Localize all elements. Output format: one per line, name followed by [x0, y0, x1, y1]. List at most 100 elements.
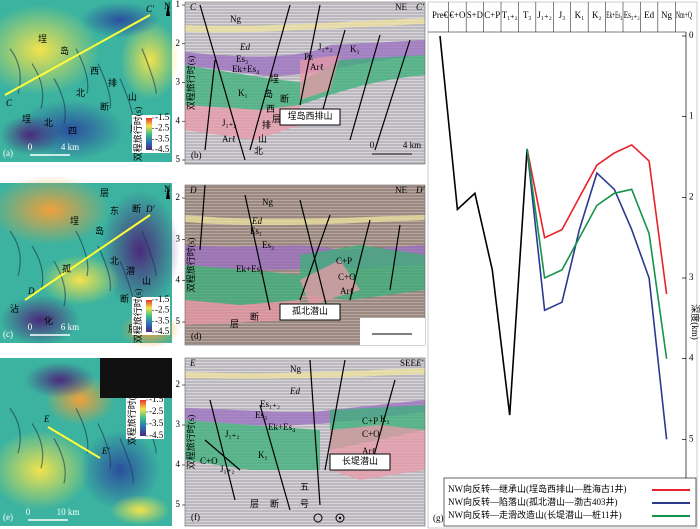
fault-trace: [75, 230, 89, 277]
y-tick-label: 4: [176, 115, 181, 125]
map-label: D': [145, 204, 155, 214]
map-relief: [80, 430, 160, 510]
y-tick-label: 5: [689, 433, 694, 443]
stratum-label: K₁: [350, 44, 360, 54]
x-tick-label: T₁₊₂: [502, 10, 518, 20]
panel-label: (b): [191, 150, 202, 160]
map-label: C': [146, 4, 155, 14]
colorbar-tick-label: -3.5: [155, 315, 170, 325]
fault-trace: [141, 230, 157, 277]
fault: [244, 194, 271, 311]
fault: [249, 4, 291, 151]
stratum-label: NE: [395, 2, 407, 12]
stratum-label: Arℓ: [310, 62, 324, 72]
map-label: 埕: [70, 216, 79, 226]
data-line: [526, 148, 668, 440]
legend-label: NW向反转—走滑改造山(长堤潜山—桩11井): [448, 509, 622, 520]
stratum-label: E: [189, 358, 196, 368]
x-tick-label: J₁₊₂: [537, 10, 552, 20]
map-label: 断: [132, 203, 141, 214]
map-label: 北: [76, 88, 85, 98]
section-line: [47, 426, 101, 459]
colorbar-title: 双程旅行时(s): [126, 391, 137, 446]
stratum-label: Ng: [262, 197, 273, 207]
stratum: [185, 300, 300, 325]
stratum: [300, 55, 340, 100]
map-label: 山: [142, 276, 151, 286]
fault: [309, 359, 321, 506]
y-tick-label: 3: [689, 272, 694, 282]
stratum-label: 埕: [270, 74, 279, 84]
colorbar-tick-label: -1.5: [155, 294, 170, 304]
section-line: [24, 214, 151, 301]
x-tick-label: T₃: [523, 10, 532, 20]
scale-label: 6 km: [61, 322, 79, 332]
fault: [259, 404, 291, 511]
data-line: [526, 148, 668, 359]
stratum-label: C+O: [362, 429, 380, 439]
stratum-label: 断: [270, 498, 279, 509]
map-relief: [120, 20, 180, 100]
map-relief: [0, 175, 110, 245]
y-tick-label: 3: [176, 233, 181, 243]
map-label: E': [101, 446, 110, 456]
scale-label: 0: [28, 142, 33, 152]
x-tick-label: J₃: [559, 10, 566, 20]
callout-box: [279, 108, 341, 126]
stratum-label: Ed: [289, 386, 300, 396]
stratum-label: 层: [272, 114, 281, 124]
map-label: 埕: [22, 114, 31, 124]
y-tick-label: 3: [176, 419, 181, 429]
callout-label: 长堤潜山: [342, 455, 378, 466]
fault: [324, 359, 346, 471]
fault: [204, 439, 241, 471]
fault: [299, 214, 331, 301]
stratum-label: 排: [262, 119, 271, 130]
stratum-label: Es₁₊₂: [260, 399, 280, 409]
stratum-label: C': [416, 2, 425, 12]
map-label: 山: [128, 92, 137, 102]
fault: [199, 4, 246, 161]
y-tick-label: 2: [176, 192, 181, 202]
map-label: 化: [44, 315, 53, 326]
fault-trace: [31, 63, 44, 109]
scale-label: 4 km: [61, 142, 79, 152]
map-label: 北: [110, 256, 119, 266]
stratum-label: D': [415, 185, 425, 195]
map-label: 层: [100, 188, 109, 198]
fault: [299, 199, 331, 321]
stratum-label: Arℓ: [340, 286, 354, 296]
callout-box: [329, 453, 391, 471]
x-tick-label: Pre€: [432, 10, 448, 20]
section-frame: [184, 1, 426, 165]
stratum: [185, 368, 425, 379]
symbol: [338, 516, 342, 520]
scale-label: 0: [28, 322, 33, 332]
stratum-label: J₁₊₂: [220, 464, 235, 474]
stratum-label: NE: [395, 185, 407, 195]
stratum-label: J₁₊₂: [318, 42, 333, 52]
map-relief: [0, 430, 90, 510]
fault-trace: [9, 408, 21, 454]
y-tick-label: 2: [176, 379, 181, 389]
y-tick-label: 4: [689, 353, 694, 363]
stratum: [185, 265, 300, 305]
map-masked-area: [100, 358, 172, 398]
fault-trace: [53, 260, 66, 307]
stratum-label: Ed: [239, 42, 250, 52]
stratum-label: Es₃: [236, 54, 248, 64]
fault-trace: [141, 48, 157, 94]
map-label: 岛: [60, 45, 69, 56]
legend-label: NW向反转—陷落山(孤北潜山—渤古403井): [448, 496, 618, 507]
fault: [199, 184, 206, 251]
callout-box: [279, 303, 341, 321]
stratum-label: 层: [250, 499, 259, 509]
stratum-label: 断: [250, 311, 259, 322]
fault: [209, 399, 236, 501]
x-tick-label: K₂: [592, 10, 602, 20]
fault: [349, 219, 371, 301]
map-label: 潜: [126, 265, 135, 276]
colorbar-title: 双程旅行时(s): [132, 289, 143, 344]
x-tick-label: K₁: [575, 10, 585, 20]
stratum-label: SEE: [400, 358, 417, 368]
